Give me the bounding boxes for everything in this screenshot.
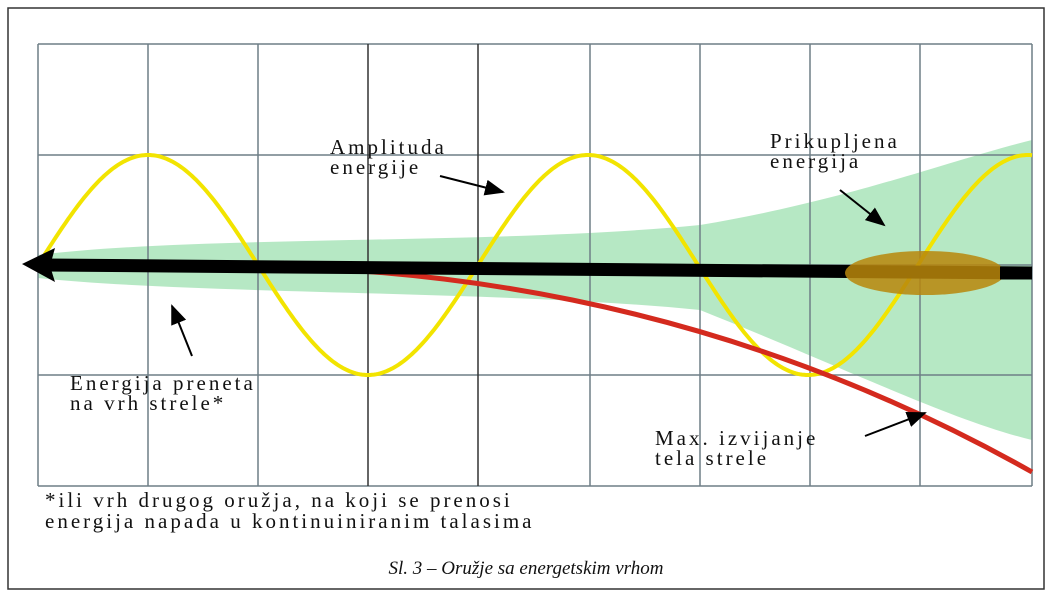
label: energija — [770, 149, 861, 173]
figure: AmplitudaenergijePrikupljenaenergijaEner… — [0, 0, 1052, 597]
label: na vrh strele* — [70, 391, 226, 415]
caption: Sl. 3 – Oružje sa energetskim vrhom — [389, 558, 664, 579]
label: energija napada u kontinuiniranim talasi… — [45, 509, 535, 533]
label: energije — [330, 155, 421, 179]
label: tela strele — [655, 446, 769, 470]
fletching — [845, 251, 1005, 295]
